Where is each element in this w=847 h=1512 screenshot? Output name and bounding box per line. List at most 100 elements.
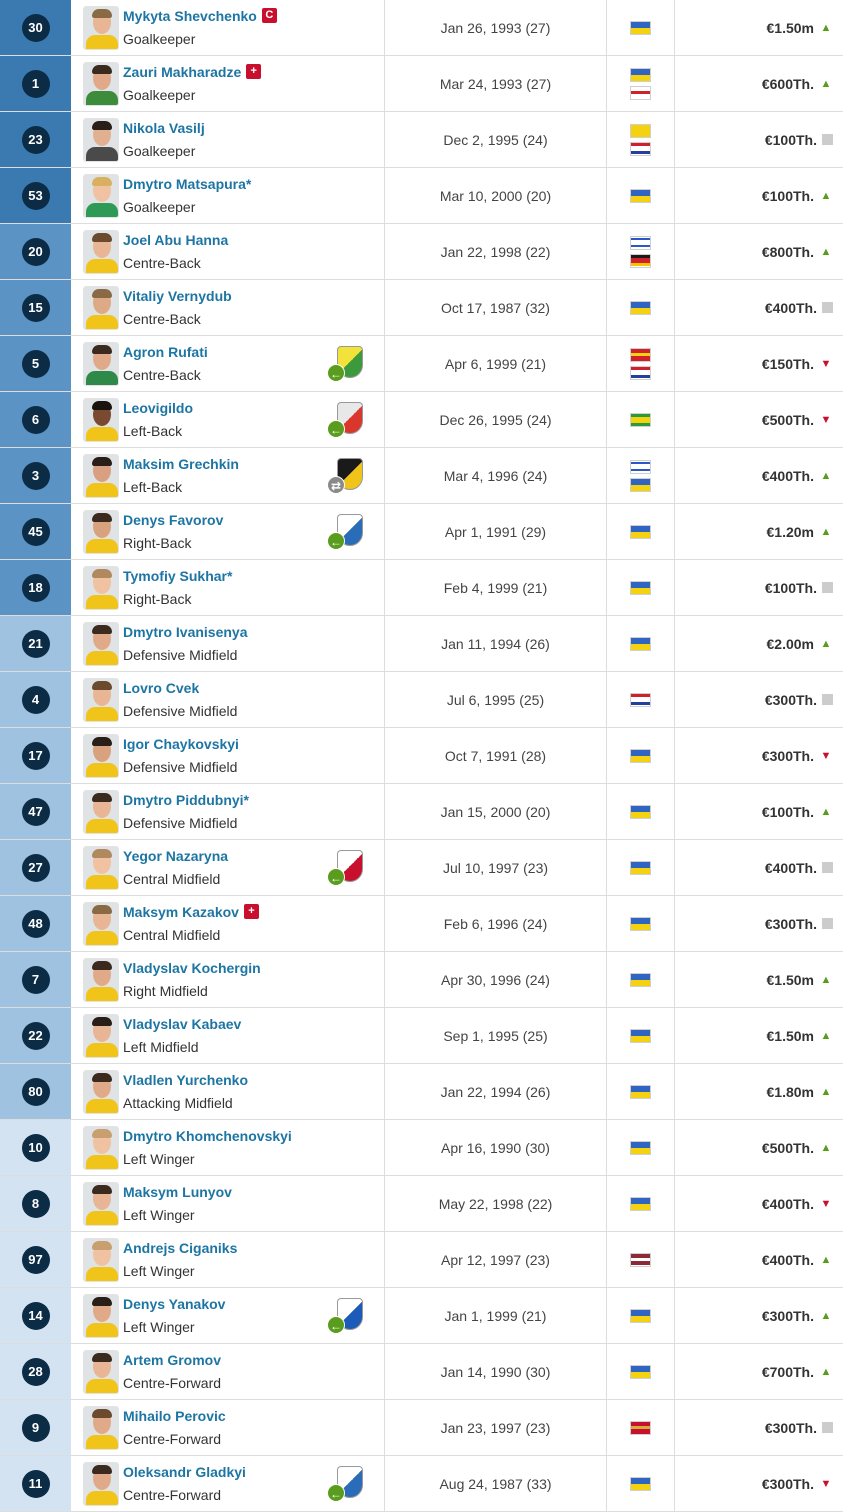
market-value-link[interactable]: €100Th. bbox=[761, 803, 814, 820]
market-value-link[interactable]: €400Th. bbox=[761, 1251, 814, 1268]
market-value-link[interactable]: €150Th. bbox=[761, 355, 814, 372]
player-name-link[interactable]: Leovigildo bbox=[123, 400, 193, 416]
player-photo[interactable] bbox=[83, 1014, 119, 1058]
market-value-link[interactable]: €300Th. bbox=[764, 915, 817, 932]
market-value-link[interactable]: €300Th. bbox=[764, 1419, 817, 1436]
player-photo[interactable] bbox=[83, 958, 119, 1002]
player-name[interactable]: Igor Chaykovskyi bbox=[123, 736, 239, 752]
player-photo[interactable] bbox=[83, 622, 119, 666]
player-name-link[interactable]: Dmytro Ivanisenya bbox=[123, 624, 248, 640]
player-name[interactable]: Andrejs Ciganiks bbox=[123, 1240, 238, 1256]
player-name-link[interactable]: Zauri Makharadze + bbox=[123, 64, 262, 80]
player-photo[interactable] bbox=[83, 286, 119, 330]
market-value-link[interactable]: €800Th. bbox=[761, 243, 814, 260]
player-photo[interactable] bbox=[83, 1126, 119, 1170]
player-photo[interactable] bbox=[83, 510, 119, 554]
player-name[interactable]: Agron Rufati bbox=[123, 344, 208, 360]
player-name-link[interactable]: Maksym Kazakov + bbox=[123, 904, 259, 920]
player-name[interactable]: Yegor Nazaryna bbox=[123, 848, 229, 864]
player-photo[interactable] bbox=[83, 790, 119, 834]
player-name-link[interactable]: Vladlen Yurchenko bbox=[123, 1072, 248, 1088]
club-crest-icon[interactable] bbox=[337, 458, 363, 490]
player-photo[interactable] bbox=[83, 118, 119, 162]
market-value-link[interactable]: €300Th. bbox=[761, 747, 814, 764]
player-name[interactable]: Vitaliy Vernydub bbox=[123, 288, 232, 304]
market-value-link[interactable]: €500Th. bbox=[761, 411, 814, 428]
player-photo[interactable] bbox=[83, 1238, 119, 1282]
market-value-link[interactable]: €1.50m bbox=[766, 1027, 814, 1044]
player-name[interactable]: Lovro Cvek bbox=[123, 680, 200, 696]
market-value-link[interactable]: €300Th. bbox=[761, 1307, 814, 1324]
player-photo[interactable] bbox=[83, 342, 119, 386]
player-name-link[interactable]: Yegor Nazaryna bbox=[123, 848, 228, 864]
player-name[interactable]: Maksym Lunyov bbox=[123, 1184, 232, 1200]
player-name-link[interactable]: Dmytro Matsapura* bbox=[123, 176, 251, 192]
player-photo[interactable] bbox=[83, 1070, 119, 1114]
market-value-link[interactable]: €400Th. bbox=[761, 1195, 814, 1212]
player-name-link[interactable]: Lovro Cvek bbox=[123, 680, 199, 696]
player-name[interactable]: Dmytro Ivanisenya bbox=[123, 624, 248, 640]
player-photo[interactable] bbox=[83, 1182, 119, 1226]
market-value-link[interactable]: €500Th. bbox=[761, 1139, 814, 1156]
player-name[interactable]: Oleksandr Gladkyi bbox=[123, 1464, 246, 1480]
player-name-link[interactable]: Oleksandr Gladkyi bbox=[123, 1464, 246, 1480]
player-name[interactable]: Artem Gromov bbox=[123, 1352, 222, 1368]
loan-club-badge[interactable]: ⇄ bbox=[327, 458, 367, 496]
loan-club-badge[interactable]: ← bbox=[327, 514, 367, 552]
player-photo[interactable] bbox=[83, 398, 119, 442]
player-name[interactable]: Joel Abu Hanna bbox=[123, 232, 229, 248]
player-name-link[interactable]: Denys Yanakov bbox=[123, 1296, 225, 1312]
player-name[interactable]: Vladyslav Kabaev bbox=[123, 1016, 242, 1032]
player-name-link[interactable]: Vladyslav Kabaev bbox=[123, 1016, 241, 1032]
player-name-link[interactable]: Denys Favorov bbox=[123, 512, 223, 528]
loan-club-badge[interactable]: ← bbox=[327, 850, 367, 888]
player-name[interactable]: Dmytro Khomchenovskyi bbox=[123, 1128, 292, 1144]
player-name[interactable]: Zauri Makharadze bbox=[123, 64, 242, 80]
market-value-link[interactable]: €1.20m bbox=[766, 523, 814, 540]
club-crest-icon[interactable] bbox=[337, 1298, 363, 1330]
market-value-link[interactable]: €700Th. bbox=[761, 1363, 814, 1380]
player-name-link[interactable]: Vitaliy Vernydub bbox=[123, 288, 232, 304]
player-name[interactable]: Vladlen Yurchenko bbox=[123, 1072, 249, 1088]
player-name[interactable]: Dmytro Piddubnyi* bbox=[123, 792, 250, 808]
market-value-link[interactable]: €300Th. bbox=[764, 691, 817, 708]
player-name-link[interactable]: Mihailo Perovic bbox=[123, 1408, 226, 1424]
player-name-link[interactable]: Artem Gromov bbox=[123, 1352, 221, 1368]
player-name[interactable]: Mihailo Perovic bbox=[123, 1408, 226, 1424]
market-value-link[interactable]: €400Th. bbox=[761, 467, 814, 484]
market-value-link[interactable]: €600Th. bbox=[761, 75, 814, 92]
market-value-link[interactable]: €400Th. bbox=[764, 299, 817, 316]
player-photo[interactable] bbox=[83, 174, 119, 218]
player-name-link[interactable]: Tymofiy Sukhar* bbox=[123, 568, 232, 584]
market-value-link[interactable]: €400Th. bbox=[764, 859, 817, 876]
player-photo[interactable] bbox=[83, 902, 119, 946]
player-name[interactable]: Leovigildo bbox=[123, 400, 193, 416]
market-value-link[interactable]: €300Th. bbox=[761, 1475, 814, 1492]
player-photo[interactable] bbox=[83, 62, 119, 106]
player-photo[interactable] bbox=[83, 1462, 119, 1506]
player-name-link[interactable]: Maksim Grechkin bbox=[123, 456, 239, 472]
player-name-link[interactable]: Nikola Vasilj bbox=[123, 120, 205, 136]
player-name-link[interactable]: Joel Abu Hanna bbox=[123, 232, 228, 248]
player-name[interactable]: Denys Yanakov bbox=[123, 1296, 226, 1312]
loan-club-badge[interactable]: ← bbox=[327, 346, 367, 384]
loan-club-badge[interactable]: ← bbox=[327, 402, 367, 440]
market-value-link[interactable]: €1.50m bbox=[766, 19, 814, 36]
market-value-link[interactable]: €1.50m bbox=[766, 971, 814, 988]
player-name-link[interactable]: Dmytro Khomchenovskyi bbox=[123, 1128, 292, 1144]
player-name[interactable]: Maksym Kazakov bbox=[123, 904, 239, 920]
player-photo[interactable] bbox=[83, 1350, 119, 1394]
player-name-link[interactable]: Maksym Lunyov bbox=[123, 1184, 232, 1200]
player-name[interactable]: Nikola Vasilj bbox=[123, 120, 205, 136]
player-photo[interactable] bbox=[83, 678, 119, 722]
player-name-link[interactable]: Dmytro Piddubnyi* bbox=[123, 792, 249, 808]
market-value-link[interactable]: €100Th. bbox=[761, 187, 814, 204]
player-name-link[interactable]: Vladyslav Kochergin bbox=[123, 960, 261, 976]
player-name-link[interactable]: Mykyta Shevchenko C bbox=[123, 8, 277, 24]
player-name[interactable]: Denys Favorov bbox=[123, 512, 224, 528]
loan-club-badge[interactable]: ← bbox=[327, 1298, 367, 1336]
player-name-link[interactable]: Igor Chaykovskyi bbox=[123, 736, 239, 752]
player-name[interactable]: Vladyslav Kochergin bbox=[123, 960, 261, 976]
player-photo[interactable] bbox=[83, 734, 119, 778]
player-photo[interactable] bbox=[83, 846, 119, 890]
